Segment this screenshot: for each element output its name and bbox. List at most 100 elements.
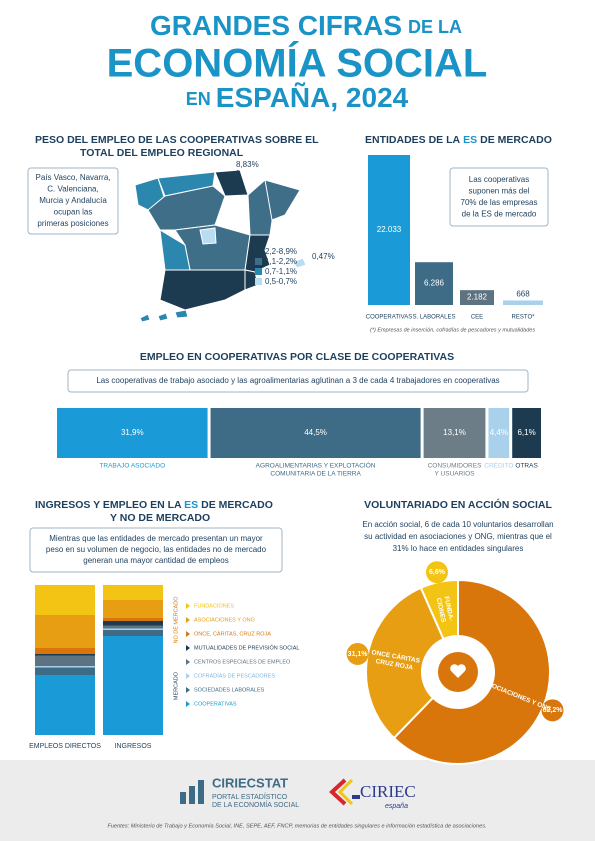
legend-label: 1,1-2,2%	[265, 257, 297, 266]
section-title: TOTAL DEL EMPLEO REGIONAL	[80, 147, 244, 159]
region	[159, 269, 246, 311]
legend-swatch	[255, 258, 262, 265]
group-label: NO DE MERCADO	[173, 596, 179, 644]
legend-label: FUNDACIONES	[194, 603, 234, 609]
bar-segment	[512, 408, 541, 458]
legend-swatch	[255, 278, 262, 285]
category-label: EMPLEOS DIRECTOS	[29, 743, 101, 750]
value-label: 6,6%	[429, 569, 446, 576]
note-line: ocupan las	[54, 208, 93, 217]
heart-icon	[450, 664, 466, 678]
bar-segment	[35, 675, 95, 735]
note-box	[29, 527, 283, 573]
note-line: de la ES de mercado	[462, 210, 537, 219]
category-label: S. LABORALES	[412, 315, 455, 321]
header-title: EN ESPAÑA, 2024	[186, 82, 409, 113]
ciriec-logo	[329, 778, 360, 806]
legend-swatch	[255, 268, 262, 275]
note-line: Las cooperativas de trabajo asociado y l…	[96, 376, 499, 385]
value-label: 6,1%	[517, 428, 535, 437]
category-label: COMUNITARIA DE LA TIERRA	[270, 471, 361, 478]
bar-segment	[103, 625, 163, 629]
donut-segment	[419, 578, 459, 641]
legend-label: 0,7-1,1%	[265, 267, 297, 276]
title-part: ES	[463, 134, 477, 146]
donut-segment	[365, 586, 445, 740]
bar-segment	[35, 666, 95, 668]
legend-bullet	[186, 687, 190, 693]
brand: CIRIECSTAT	[212, 775, 288, 790]
bar-segment	[103, 628, 163, 630]
legend-bullet	[186, 645, 190, 651]
value-label: 31,1%	[348, 651, 369, 658]
bar-segment	[210, 408, 421, 458]
value-label: 22.033	[377, 225, 402, 234]
category-label: AGROALIMENTARIAS Y EXPLOTACIÓN	[256, 461, 376, 470]
note-box	[67, 369, 529, 393]
donut-segment	[392, 578, 551, 765]
value-label: 668	[516, 290, 530, 299]
value-label: 6.286	[424, 279, 445, 288]
category-label: CEE	[471, 315, 483, 321]
legend-label: COOPERATIVAS	[194, 701, 237, 707]
header-line: EN	[186, 89, 211, 109]
note-line: 31% lo hace en entidades singulares	[393, 544, 524, 553]
header-line: GRANDES CIFRAS	[150, 10, 402, 41]
bar-segment	[35, 655, 95, 666]
note-line: 70% de las empresas	[461, 198, 538, 207]
bar	[368, 155, 410, 305]
header-line: ECONOMÍA SOCIAL	[107, 41, 488, 86]
category-label: OTRAS	[515, 463, 538, 470]
leader-line	[231, 169, 239, 181]
note-line: primeras posiciones	[37, 219, 108, 228]
legend-bullet	[186, 631, 190, 637]
section-title: PESO DEL EMPLEO DE LAS COOPERATIVAS SOBR…	[35, 134, 319, 146]
map-label: 0,47%	[312, 252, 335, 261]
category-label: RESTO*	[512, 315, 536, 321]
value-label: 13,1%	[443, 428, 466, 437]
category-label: CONSUMIDORES	[428, 463, 482, 470]
section-title: INGRESOS Y EMPLEO EN LA ES DE MERCADO	[35, 499, 273, 511]
region	[292, 257, 307, 269]
note-line: En acción social, 6 de cada 10 voluntari…	[362, 520, 553, 529]
bar-segment	[57, 408, 208, 458]
value-badge	[541, 699, 564, 722]
region	[147, 185, 226, 231]
title-part: Y NO DE MERCADO	[110, 512, 210, 524]
legend-bullet	[186, 617, 190, 623]
section-title: Y NO DE MERCADO	[110, 512, 210, 524]
bar-segment	[103, 585, 163, 600]
header-line: DE LA	[408, 17, 462, 37]
bar	[460, 290, 494, 305]
note-line: C. Valenciana,	[47, 185, 98, 194]
brand-sub: DE LA ECONOMÍA SOCIAL	[212, 800, 299, 809]
legend-label: 0,5-0,7%	[265, 277, 297, 286]
note-line: Mientras que las entidades de mercado pr…	[49, 534, 263, 543]
legend-bullet	[186, 673, 190, 679]
value-badge	[425, 561, 448, 584]
note-line: Las cooperativas	[469, 175, 529, 184]
note-line: su actividad en asociaciones y ONG, mien…	[364, 532, 552, 541]
legend-label: CENTROS ESPECIALES DE EMPLEO	[194, 659, 291, 665]
section-title: EMPLEO EN COOPERATIVAS POR CLASE DE COOP…	[140, 351, 454, 363]
legend-label: ONCE, CÁRITAS, CRUZ ROJA	[194, 630, 271, 637]
brand-sub: españa	[385, 803, 408, 810]
title-part: INGRESOS Y EMPLEO EN LA	[35, 499, 184, 511]
category-label: TRABAJO ASOCIADO	[99, 463, 165, 470]
footnote: (*) Empresas de inserción, cofradías de …	[370, 327, 535, 333]
legend-label: ASOCIACIONES Y ONG	[194, 617, 255, 623]
legend-label: 2,2-8,9%	[265, 247, 297, 256]
brand: CIRIEC	[360, 782, 416, 801]
region	[264, 179, 301, 221]
title-part: ES	[184, 499, 198, 511]
map-label: 8,83%	[236, 160, 259, 169]
region	[199, 227, 217, 245]
legend-bullet	[186, 701, 190, 707]
group-label: MERCADO	[173, 671, 179, 700]
value-badge	[346, 642, 369, 665]
value-label: 44,5%	[304, 428, 327, 437]
map	[134, 169, 307, 323]
category-label: FUNDA-	[443, 596, 455, 622]
note-line: País Vasco, Navarra,	[36, 173, 111, 182]
